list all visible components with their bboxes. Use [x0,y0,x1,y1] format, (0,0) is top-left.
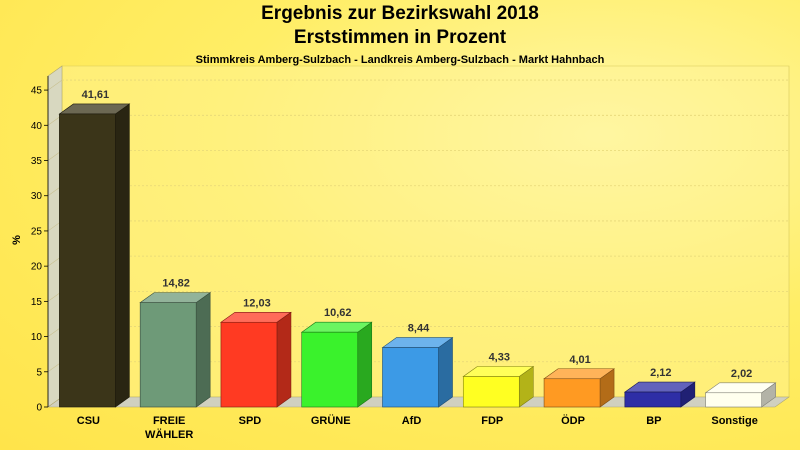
bar-sonstige [704,382,777,408]
data-label: 2,02 [731,368,752,380]
bar-front [462,376,520,408]
data-label: 14,82 [162,278,190,290]
bar-csu [58,103,131,408]
bar-front [301,331,359,408]
x-tick-label: CSU [77,415,100,427]
bar-grüne [300,321,373,408]
y-tick-label: 30 [31,191,43,202]
x-tick-label: Sonstige [711,415,757,427]
gridline-side [47,79,63,91]
bar-front [139,302,197,408]
bar-side [115,103,130,408]
data-label: 41,61 [82,89,110,101]
x-tick-label: GRÜNE [311,414,351,427]
bar-side [357,321,373,408]
bar-front [624,391,682,408]
data-label: 8,44 [408,323,430,335]
y-tick-label: 0 [36,403,42,414]
data-label: 4,01 [569,354,590,366]
chart-subtitle: Stimmkreis Amberg-Sulzbach - Landkreis A… [195,54,605,66]
x-tick-label: FREIE [153,415,185,427]
y-tick-label: 10 [31,332,43,343]
bar-front [543,378,601,408]
bar-side [276,311,292,408]
data-label: 12,03 [243,297,271,309]
y-tick-label: 40 [31,121,43,132]
bar-side [195,292,211,408]
y-axis-label: % [11,235,23,245]
y-tick-label: 35 [31,156,43,167]
data-label: 10,62 [324,307,352,319]
data-label: 2,12 [650,367,671,379]
y-tick-label: 20 [31,262,43,273]
bar-fdp [462,365,535,408]
bar-freie-wähler [139,292,212,408]
chart-title-line2: Erststimmen in Prozent [293,27,507,48]
data-label: 4,33 [489,352,510,364]
x-tick-label: BP [646,415,661,427]
bar-bp [623,381,696,408]
bar-ödp [543,368,615,408]
x-tick-label: WÄHLER [145,428,193,441]
chart-title-line1: Ergebnis zur Bezirkswahl 2018 [261,3,539,24]
bar-front [220,321,278,408]
bar-afd [381,336,454,408]
x-tick-label: ÖDP [561,414,585,427]
bar-side [438,336,453,408]
y-tick-label: 5 [36,367,42,378]
bar-front [382,347,439,408]
bar-spd [220,311,292,408]
y-tick-label: 45 [31,86,43,97]
y-tick-label: 15 [31,297,43,308]
y-tick-label: 25 [31,226,43,237]
bar-front [705,392,762,408]
x-tick-label: AfD [402,415,422,427]
bar-front [59,113,116,408]
x-tick-label: SPD [239,415,262,427]
x-tick-label: FDP [481,415,503,427]
